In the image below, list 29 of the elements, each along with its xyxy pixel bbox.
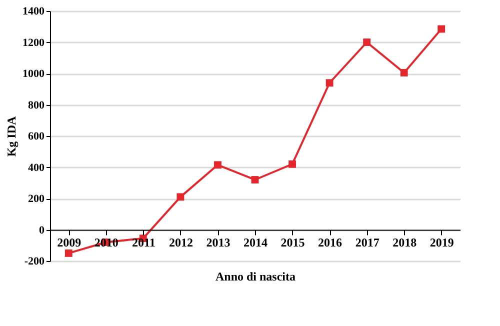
point: [251, 176, 259, 184]
point: [400, 69, 408, 76]
x-tick-label: 2013: [206, 235, 230, 250]
y-tick-label: 400: [28, 162, 45, 174]
y-axis-title: Kg IDA: [4, 116, 18, 157]
y-tick-label: 200: [28, 193, 45, 205]
x-tick-label: 2018: [392, 235, 417, 250]
point: [176, 193, 184, 201]
x-tick-label: 2012: [168, 235, 193, 250]
x-tick-label: 2016: [318, 235, 342, 250]
y-tick-label: 800: [28, 99, 45, 112]
x-tick-label: 2017: [355, 235, 380, 250]
y-tick-label: 0: [39, 224, 45, 236]
y-tick-label: 1400: [22, 6, 45, 18]
x-tick-label: 2014: [244, 235, 268, 250]
point: [326, 79, 334, 87]
x-tick-label: 2019: [430, 235, 454, 250]
point: [363, 38, 371, 46]
point: [288, 160, 296, 168]
point: [64, 249, 72, 257]
x-tick-label: 2015: [280, 235, 305, 250]
y-tick-label: 1200: [22, 36, 45, 49]
point: [214, 161, 222, 169]
x-tick-label: 2009: [57, 235, 82, 250]
point: [438, 25, 446, 33]
y-tick-label: 1000: [22, 68, 45, 80]
y-tick-label: -200: [24, 256, 45, 268]
x-axis-title: Anno di nascita: [215, 270, 296, 284]
y-tick-label: 600: [28, 130, 45, 142]
